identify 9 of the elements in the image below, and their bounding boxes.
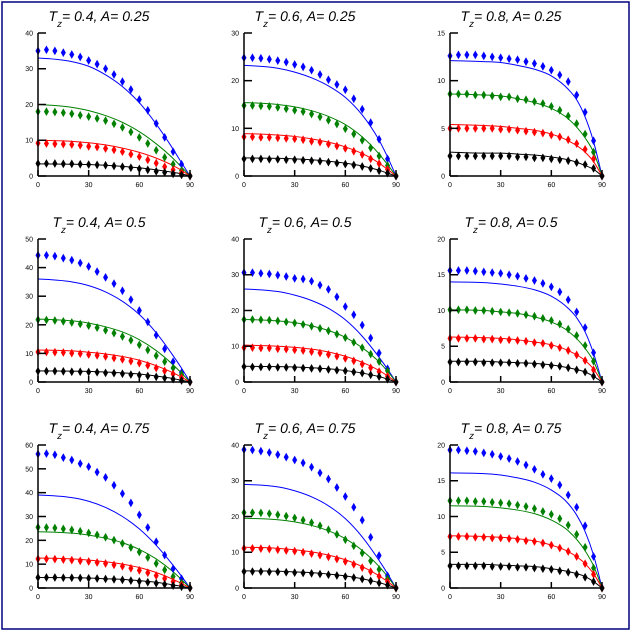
chart-title: T$_{z}$= 0.6, A= 0.5 (258, 214, 352, 236)
chart-title: T$_{z}$= 0.8, A= 0.75 (460, 420, 562, 442)
chart-title: T$_{z}$= 0.6, A= 0.75 (254, 420, 356, 442)
chart-title: T$_{z}$= 0.8, A= 0.25 (460, 8, 562, 30)
chart-title: T$_{z}$= 0.4, A= 0.75 (48, 420, 150, 442)
chart-title: T$_{z}$= 0.8, A= 0.5 (464, 214, 558, 236)
chart-title: T$_{z}$= 0.4, A= 0.25 (48, 8, 150, 30)
chart-title: T$_{z}$= 0.4, A= 0.5 (52, 214, 146, 236)
chart-title: T$_{z}$= 0.6, A= 0.25 (254, 8, 356, 30)
